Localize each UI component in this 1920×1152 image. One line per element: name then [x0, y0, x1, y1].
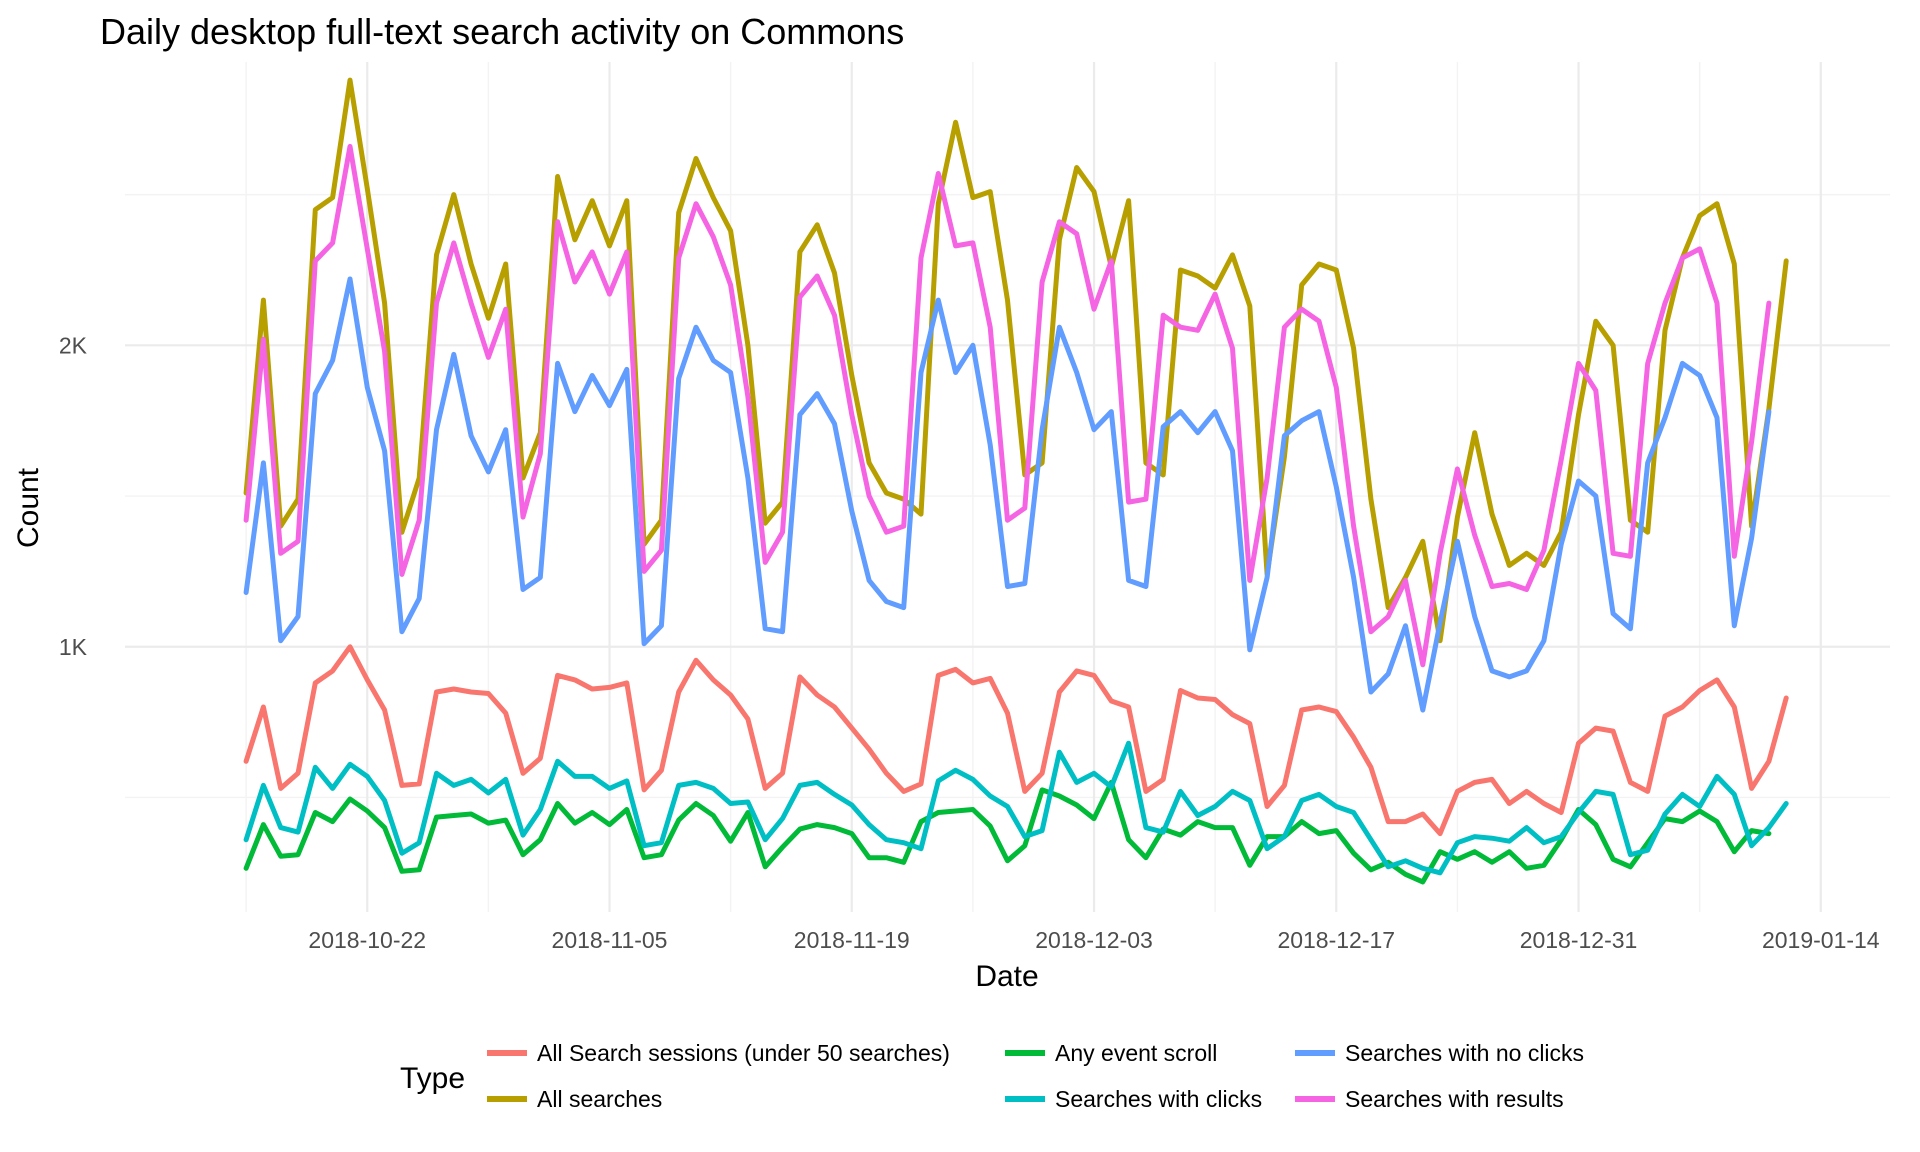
- chart-title: Daily desktop full-text search activity …: [100, 11, 904, 52]
- x-tick-label: 2018-11-05: [552, 927, 668, 953]
- legend-item: Searches with no clicks: [1295, 1040, 1584, 1066]
- legend-label: Any event scroll: [1055, 1040, 1217, 1066]
- x-tick-label: 2018-12-31: [1520, 927, 1638, 953]
- series-line-all-search-sessions-under-50-searches: [243, 644, 1789, 837]
- plot-area: [125, 62, 1890, 912]
- legend-title: Type: [400, 1062, 465, 1095]
- y-tick-label: 2K: [59, 332, 88, 358]
- series-line-all-searches: [243, 77, 1789, 644]
- series-line-any-event-scroll: [243, 779, 1772, 885]
- legend-item: Any event scroll: [1005, 1040, 1217, 1066]
- series-line-searches-with-clicks: [243, 740, 1789, 876]
- x-tick-label: 2019-01-14: [1762, 927, 1880, 953]
- legend-label: All Search sessions (under 50 searches): [537, 1040, 950, 1066]
- y-axis: 1K 2K: [59, 332, 88, 659]
- legend-item: All searches: [487, 1086, 662, 1112]
- y-tick-label: 1K: [59, 634, 88, 660]
- x-tick-label: 2018-10-22: [308, 927, 426, 953]
- x-tick-label: 2018-12-03: [1035, 927, 1153, 953]
- legend: Type All Search sessions (under 50 searc…: [400, 1040, 1584, 1112]
- x-axis-title: Date: [975, 960, 1038, 993]
- x-axis: 2018-10-22 2018-11-05 2018-11-19 2018-12-03…: [308, 927, 1879, 953]
- legend-item: Searches with results: [1295, 1086, 1564, 1112]
- series-line-searches-with-no-clicks: [243, 276, 1772, 713]
- legend-items: All Search sessions (under 50 searches) A…: [487, 1040, 1584, 1112]
- x-tick-label: 2018-11-19: [794, 927, 910, 953]
- legend-label: Searches with clicks: [1055, 1086, 1262, 1112]
- legend-label: Searches with results: [1345, 1086, 1564, 1112]
- legend-label: All searches: [537, 1086, 662, 1112]
- legend-label: Searches with no clicks: [1345, 1040, 1584, 1066]
- x-tick-label: 2018-12-17: [1277, 927, 1395, 953]
- series-lines: [243, 77, 1789, 885]
- y-axis-title: Count: [12, 467, 45, 548]
- legend-item: All Search sessions (under 50 searches): [487, 1040, 950, 1066]
- series-line-searches-with-results: [243, 143, 1772, 668]
- legend-item: Searches with clicks: [1005, 1086, 1262, 1112]
